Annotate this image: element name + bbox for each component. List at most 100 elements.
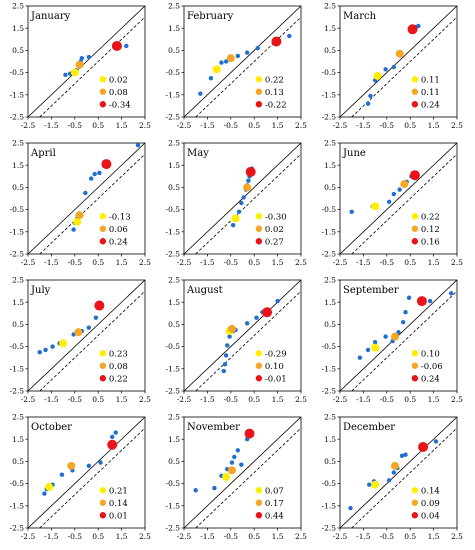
data-point (193, 488, 198, 493)
x-tick-label: -1.5 (200, 121, 215, 130)
panel-title: April (30, 148, 56, 159)
plot-frame (339, 279, 458, 392)
identity-line (28, 143, 145, 254)
highlight-point-yellow (212, 65, 221, 74)
legend-value: 0.08 (109, 88, 128, 98)
identity-line (28, 6, 145, 117)
legend-value: 0.44 (265, 511, 284, 521)
highlight-point-orange (395, 49, 404, 58)
x-tick-label: -0.5 (224, 532, 239, 541)
panel-title: August (186, 285, 223, 296)
y-tick-label: -1.5 (166, 501, 181, 510)
x-tick-label: -1.5 (200, 258, 215, 267)
x-tick-label: 0.5 (92, 121, 104, 130)
data-point (403, 309, 408, 315)
y-tick-label: 2.5 (324, 2, 336, 11)
y-tick-label: 1.5 (168, 24, 180, 33)
plot-frame (339, 416, 458, 529)
legend-value: -0.29 (265, 349, 287, 359)
legend-value: -0.22 (265, 100, 287, 110)
panel-october: -2.5-2.5 -1.5 -1.5 -0.5 -0.5 0.5 0.5 1.5 1.5 2.5 2… (10, 413, 152, 541)
data-point (433, 439, 439, 444)
x-tick-label: -1.5 (356, 258, 371, 267)
legend-marker-orange (255, 499, 263, 506)
data-point (365, 347, 371, 353)
legend-marker-orange (99, 88, 107, 95)
legend-value: -0.01 (265, 374, 287, 384)
data-point (229, 460, 235, 465)
x-tick-label: 2.5 (295, 258, 307, 267)
legend-marker-yellow (411, 350, 419, 357)
data-point (357, 355, 363, 360)
panel-title: May (187, 148, 209, 159)
y-tick-label: -0.5 (10, 479, 25, 488)
identity-line (340, 6, 457, 117)
highlight-point-orange (67, 461, 76, 470)
legend-value: 0.17 (265, 499, 284, 509)
offset-dashed-line (39, 427, 145, 528)
y-tick-label: 1.5 (12, 161, 24, 170)
panel-june: -2.5-2.5 -1.5 -1.5 -0.5 -0.5 0.5 0.5 1.5 1.5 2.5 2… (322, 139, 464, 267)
data-point (223, 353, 229, 358)
data-point (403, 452, 408, 457)
x-tick-label: -1.5 (200, 395, 215, 404)
x-tick-label: -1.5 (44, 395, 59, 404)
y-tick-label: -0.5 (322, 342, 337, 351)
y-tick-label: -2.5 (10, 113, 25, 122)
y-tick-label: -1.5 (166, 364, 181, 373)
y-tick-label: 0.5 (324, 457, 336, 466)
x-tick-label: -0.5 (380, 395, 395, 404)
legend-marker-orange (255, 362, 263, 369)
x-tick-label: 0.5 (92, 395, 104, 404)
y-tick-label: 0.5 (168, 46, 180, 55)
legend-value: 0.22 (265, 75, 284, 85)
data-point (135, 143, 141, 148)
legend-marker-yellow (99, 76, 107, 83)
y-tick-label: 1.5 (168, 435, 180, 444)
data-point (383, 67, 388, 72)
panel-title: March (343, 11, 377, 22)
highlight-point-yellow (222, 472, 231, 481)
panel-march: -2.5-2.5 -1.5 -1.5 -0.5 -0.5 0.5 0.5 1.5 1.5 2.5 2… (322, 2, 464, 130)
data-point (241, 195, 246, 200)
x-tick-label: 1.5 (272, 532, 284, 541)
legend-value: 0.24 (421, 100, 440, 110)
x-tick-label: -2.5 (333, 532, 348, 541)
x-tick-label: -0.5 (68, 395, 83, 404)
panel-title: July (30, 285, 51, 296)
legend-value: 0.08 (109, 362, 128, 372)
y-tick-label: 0.5 (12, 457, 24, 466)
data-point (227, 334, 232, 339)
panel-may: -2.5-2.5 -1.5 -1.5 -0.5 -0.5 0.5 0.5 1.5 1.5 2.5 2… (166, 139, 308, 267)
x-tick-label: 1.5 (428, 258, 440, 267)
x-tick-label: -0.5 (68, 258, 83, 267)
legend-value: 0.02 (265, 225, 284, 235)
data-point (235, 448, 241, 453)
legend-value: 0.14 (109, 499, 128, 509)
data-point (239, 200, 244, 206)
highlight-point-yellow (73, 217, 82, 226)
y-tick-label: 1.5 (324, 435, 336, 444)
y-tick-label: -0.5 (166, 479, 181, 488)
data-point (198, 91, 203, 96)
highlight-point-orange (390, 332, 399, 341)
x-tick-label: 2.5 (295, 121, 307, 130)
data-point (254, 315, 259, 320)
data-point (98, 460, 103, 465)
highlight-point-yellow (59, 339, 68, 348)
identity-line (184, 6, 301, 117)
y-tick-label: -1.5 (10, 501, 25, 510)
y-tick-label: -1.5 (10, 364, 25, 373)
y-tick-label: 2.5 (168, 276, 180, 285)
data-point (448, 291, 454, 296)
legend-value: -0.13 (109, 212, 131, 222)
data-point (391, 470, 397, 475)
legend-marker-orange (99, 362, 107, 369)
x-tick-label: 0.5 (92, 532, 104, 541)
data-point (349, 209, 354, 215)
legend-marker-yellow (411, 487, 419, 494)
x-tick-label: 0.5 (404, 258, 416, 267)
highlight-point-yellow (70, 68, 79, 77)
y-tick-label: -2.5 (166, 250, 181, 259)
offset-dashed-line (195, 427, 301, 528)
